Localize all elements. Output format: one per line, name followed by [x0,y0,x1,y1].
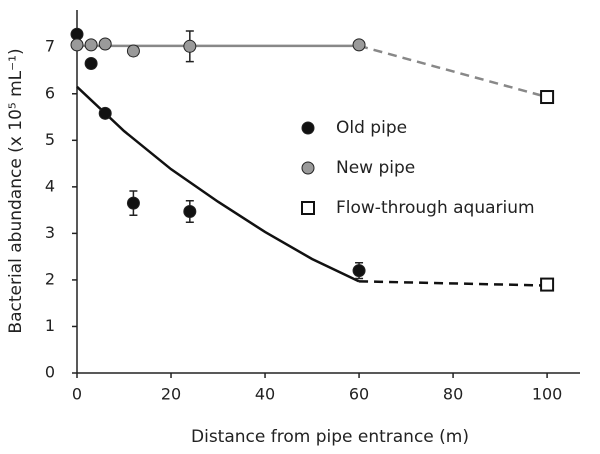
legend-label: Old pipe [336,118,407,138]
data-point [183,205,197,219]
y-tick-label: 2 [45,269,55,288]
data-point [540,277,555,292]
legend-label: Flow-through aquarium [336,198,535,218]
data-point [352,264,366,278]
fit-line [358,44,548,99]
data-point [126,44,140,58]
x-axis-label: Distance from pipe entrance (m) [191,427,469,447]
data-point [540,90,555,105]
y-tick-label: 5 [45,130,55,149]
x-tick-label: 80 [443,385,463,404]
legend-marker [301,201,315,215]
x-tick-label: 60 [349,385,369,404]
data-point [183,39,197,53]
y-tick-label: 4 [45,176,55,195]
y-tick-label: 7 [45,37,55,56]
x-tick-label: 0 [72,385,82,404]
legend-marker [301,161,315,175]
data-point [70,38,84,52]
x-tick-label: 20 [161,385,181,404]
data-point [84,57,98,71]
x-tick-label: 40 [255,385,275,404]
y-tick-label: 6 [45,83,55,102]
fit-line [359,280,548,287]
y-tick-label: 0 [45,363,55,382]
data-point [98,106,112,120]
data-point [352,38,366,52]
y-tick-label: 1 [45,316,55,335]
x-tick-label: 100 [532,385,563,404]
data-point [98,37,112,51]
y-tick-label: 3 [45,223,55,242]
data-point [70,27,84,41]
data-point [84,38,98,52]
fit-line [76,85,360,283]
y-axis-label: Bacterial abundance (x 10⁵ mL⁻¹) [6,48,26,333]
legend-marker [301,121,315,135]
legend-label: New pipe [336,158,415,178]
data-point [126,196,140,210]
